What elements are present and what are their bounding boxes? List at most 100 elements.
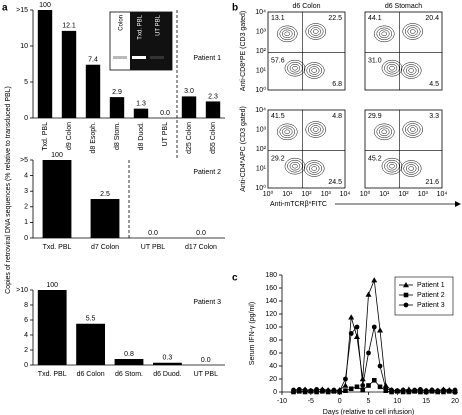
x-tick-label: 10¹ (282, 191, 293, 198)
y-tick-label: >5 (20, 157, 28, 164)
marker (302, 387, 308, 393)
y-axis-label: Copies of retroviral DNA sequences (% re… (5, 86, 12, 294)
x-tick-label: 10³ (418, 191, 429, 198)
y-tick-label: 1 (24, 219, 28, 226)
marker (406, 388, 412, 394)
y-tick-label: 10⁴ (255, 107, 266, 114)
marker (418, 389, 423, 395)
y-tick-label: 0 (24, 235, 28, 242)
marker (314, 387, 319, 392)
value-label: 0.3 (163, 355, 173, 362)
x-tick-label: Txd. PBL (43, 244, 72, 251)
x-tick-label: UT PBL (141, 244, 165, 251)
contour (402, 121, 423, 138)
contour (403, 64, 419, 77)
contour (311, 68, 317, 73)
marker (377, 384, 383, 390)
bar (37, 290, 67, 365)
x-tick-label: 10⁰ (263, 190, 274, 198)
contour (409, 29, 416, 34)
quadrant-value: 20.4 (425, 15, 439, 22)
bar (37, 10, 53, 118)
contour (279, 27, 295, 41)
x-tick-label: 15 (422, 398, 430, 405)
marker (343, 376, 348, 382)
value-label: 12.1 (62, 23, 76, 30)
bar (133, 108, 149, 118)
value-label: 1.3 (136, 100, 146, 107)
marker (365, 291, 372, 297)
marker (354, 324, 360, 330)
quadrant-value: 44.1 (368, 15, 382, 22)
marker (360, 387, 366, 393)
y-tick-label: 160 (265, 285, 277, 292)
x-tick-label: d25 Colon (186, 122, 193, 154)
contour (303, 160, 325, 177)
marker (296, 387, 302, 392)
x-tick-label: 5 (367, 398, 371, 405)
x-axis-label: Days (relative to cell infusion) (323, 409, 414, 415)
marker (366, 350, 371, 356)
marker (325, 388, 331, 394)
contour (405, 66, 417, 75)
gel-inset: Colon Txd. PBL UT PBL (109, 11, 173, 71)
contour (404, 25, 421, 38)
y-tick-label: 10¹ (256, 67, 267, 74)
x-tick-label: 0 (338, 398, 342, 405)
contour (277, 25, 298, 43)
marker (331, 387, 337, 393)
marker (353, 333, 360, 339)
value-label: 0.8 (124, 351, 134, 358)
x-tick-label: Txd. PBL (42, 122, 49, 151)
marker (360, 383, 366, 388)
quadrant-value: 6.8 (332, 81, 342, 88)
bar (109, 97, 125, 118)
quadrant-value: 45.2 (368, 155, 382, 162)
value-label: 2.5 (100, 191, 110, 198)
series-label: Patient 3 (193, 299, 221, 306)
bar (76, 323, 105, 365)
y-tick-label: 2 (24, 347, 28, 354)
marker (308, 388, 314, 394)
marker (377, 327, 384, 333)
contour (292, 163, 298, 169)
y-tick-label: 140 (265, 298, 277, 305)
row-label: Anti-CD8*PE (CD3 gated) (240, 11, 247, 92)
x-tick-label: d6 Stom. (115, 371, 143, 378)
quadrant-value: 22.5 (328, 15, 342, 22)
marker (389, 387, 394, 393)
plot-frame (364, 11, 443, 91)
legend-label: Patient 2 (417, 292, 445, 299)
y-tick-label: 120 (265, 311, 277, 318)
panel-label: a (2, 3, 8, 14)
y-tick-label: 2 (24, 204, 28, 211)
contour (312, 29, 319, 34)
contour (312, 127, 319, 132)
y-tick-label: 3 (24, 188, 28, 195)
y-tick-label: 10⁰ (255, 184, 266, 192)
y-tick-label: 0 (24, 362, 28, 369)
y-tick-label: 10⁰ (255, 86, 266, 94)
contour (310, 125, 321, 134)
x-tick-label: -5 (308, 398, 314, 405)
contour (381, 129, 387, 135)
gel-label: UT PBL (156, 14, 162, 36)
value-label: 100 (51, 152, 63, 159)
y-tick-label: 10² (256, 48, 267, 55)
marker (412, 387, 418, 393)
marker (319, 387, 325, 393)
contour (277, 123, 298, 141)
legend-marker (403, 292, 409, 298)
panel-label: b (232, 3, 238, 14)
contour (311, 166, 317, 171)
contour (381, 157, 403, 175)
contour (379, 127, 390, 137)
y-tick-label: 10³ (256, 126, 267, 133)
quadrant-value: 24.5 (328, 179, 342, 186)
contour (400, 160, 422, 177)
plot-frame (364, 109, 443, 189)
contour (374, 123, 395, 141)
y-tick-label: 0 (24, 115, 28, 122)
contour (407, 125, 418, 134)
contour (379, 29, 390, 39)
